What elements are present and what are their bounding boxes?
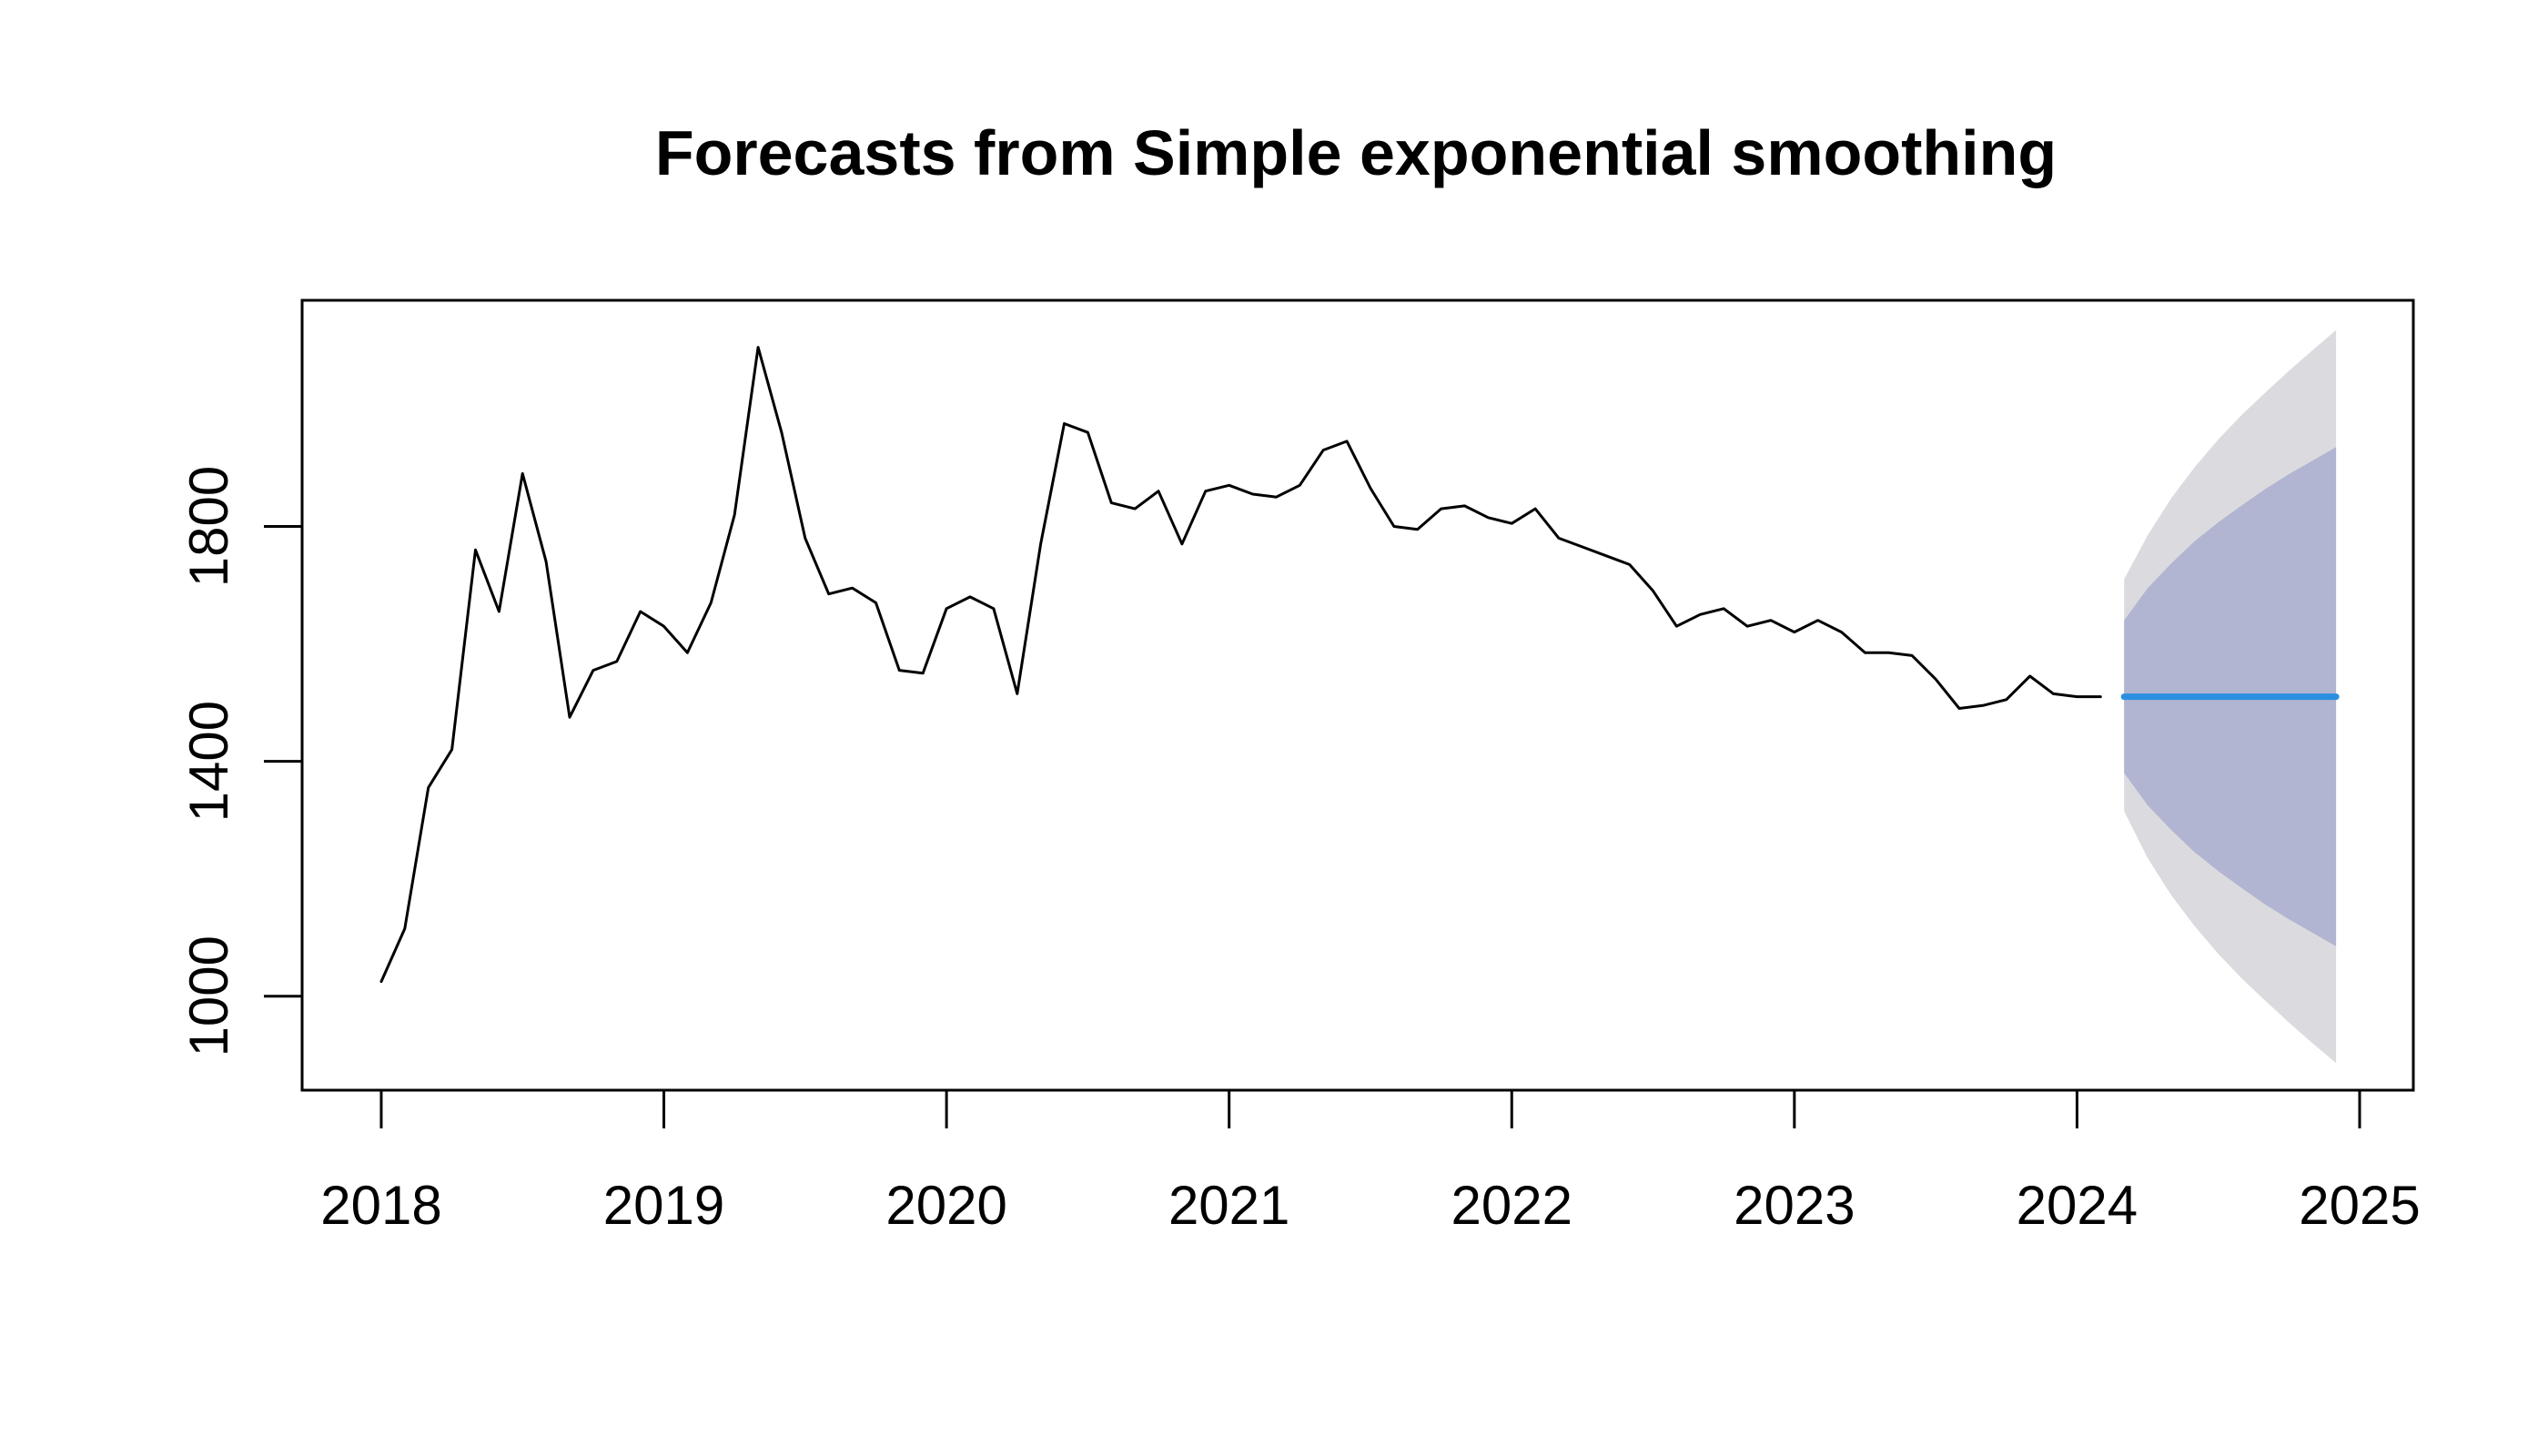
plot-frame: [300, 298, 2415, 1092]
y-tick-label: 1400: [178, 701, 239, 822]
data-series: [379, 346, 2340, 984]
x-tick-label: 2024: [2017, 1175, 2138, 1236]
x-tick-label: 2025: [2299, 1175, 2420, 1236]
x-tick-label: 2022: [1451, 1175, 1572, 1236]
x-tick-label: 2023: [1734, 1175, 1855, 1236]
x-tick-label: 2018: [320, 1175, 441, 1236]
x-tick-label: 2020: [885, 1175, 1006, 1236]
x-tick-label: 2019: [603, 1175, 724, 1236]
chart-title: Forecasts from Simple exponential smooth…: [655, 117, 2057, 188]
x-tick-label: 2021: [1168, 1175, 1289, 1236]
y-tick-label: 1800: [178, 466, 239, 587]
x-axis: 2018 2019 2020 2021 2022 2023 2024 2025: [320, 1088, 2421, 1236]
y-tick-label: 1000: [178, 935, 239, 1057]
y-axis: 1000 1400 1800: [178, 466, 304, 1057]
observed-series-line: [379, 346, 2102, 984]
